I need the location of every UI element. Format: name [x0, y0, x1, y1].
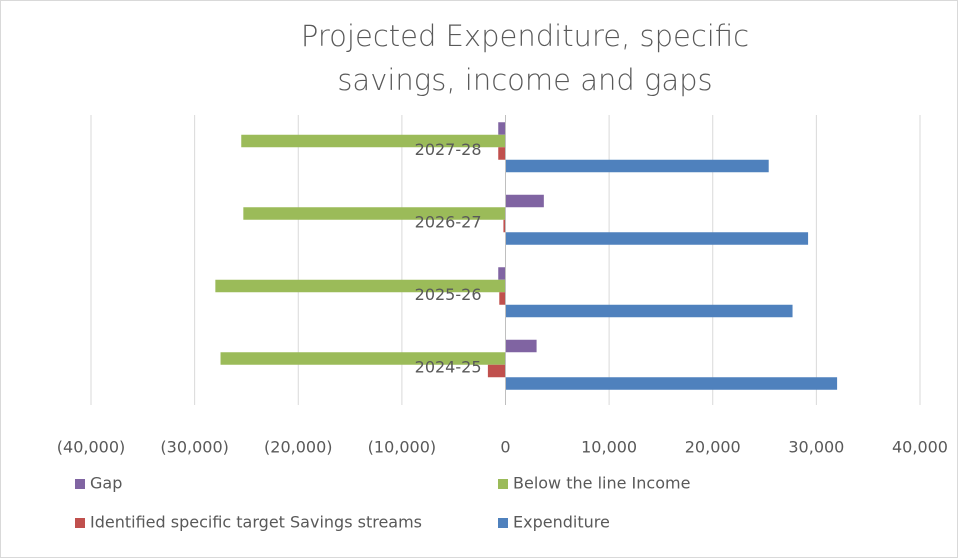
- bar: [505, 194, 544, 208]
- bar: [505, 339, 537, 353]
- chart-title: Projected Expenditure, specific savings,…: [300, 19, 750, 97]
- bar: [498, 122, 506, 135]
- bar: [243, 207, 506, 220]
- x-tick-label: 0: [500, 438, 510, 457]
- y-tick-label: 2024-25: [415, 357, 482, 376]
- y-tick-label: 2026-27: [415, 212, 482, 231]
- bar: [498, 147, 506, 160]
- bar: [487, 364, 506, 378]
- bar: [498, 267, 506, 280]
- x-tick-label: (40,000): [57, 438, 125, 457]
- legend-swatch: [498, 479, 508, 489]
- x-tick-label: (30,000): [160, 438, 228, 457]
- y-tick-label: 2027-28: [415, 140, 482, 159]
- bar: [241, 134, 506, 148]
- legend-swatch: [75, 518, 85, 528]
- legend-label: Expenditure: [513, 513, 610, 532]
- x-tick-label: 40,000: [892, 438, 948, 457]
- legend-swatch: [498, 518, 508, 528]
- bar: [499, 292, 506, 305]
- x-tick-label: 30,000: [788, 438, 844, 457]
- x-tick-label: 10,000: [581, 438, 637, 457]
- bar: [505, 377, 838, 390]
- bar: [505, 304, 793, 318]
- legend-label: Gap: [90, 474, 122, 493]
- legend-label: Identified specific target Savings strea…: [90, 513, 422, 532]
- x-tick-label: 20,000: [685, 438, 741, 457]
- y-tick-label: 2025-26: [415, 285, 482, 304]
- legend-label: Below the line Income: [513, 474, 690, 493]
- x-tick-label: (20,000): [264, 438, 332, 457]
- bar: [505, 159, 769, 173]
- bar: [220, 352, 506, 365]
- x-tick-label: (10,000): [368, 438, 436, 457]
- legend-swatch: [75, 479, 85, 489]
- bar: [215, 279, 506, 293]
- bar: [503, 219, 506, 233]
- bar: [505, 232, 809, 245]
